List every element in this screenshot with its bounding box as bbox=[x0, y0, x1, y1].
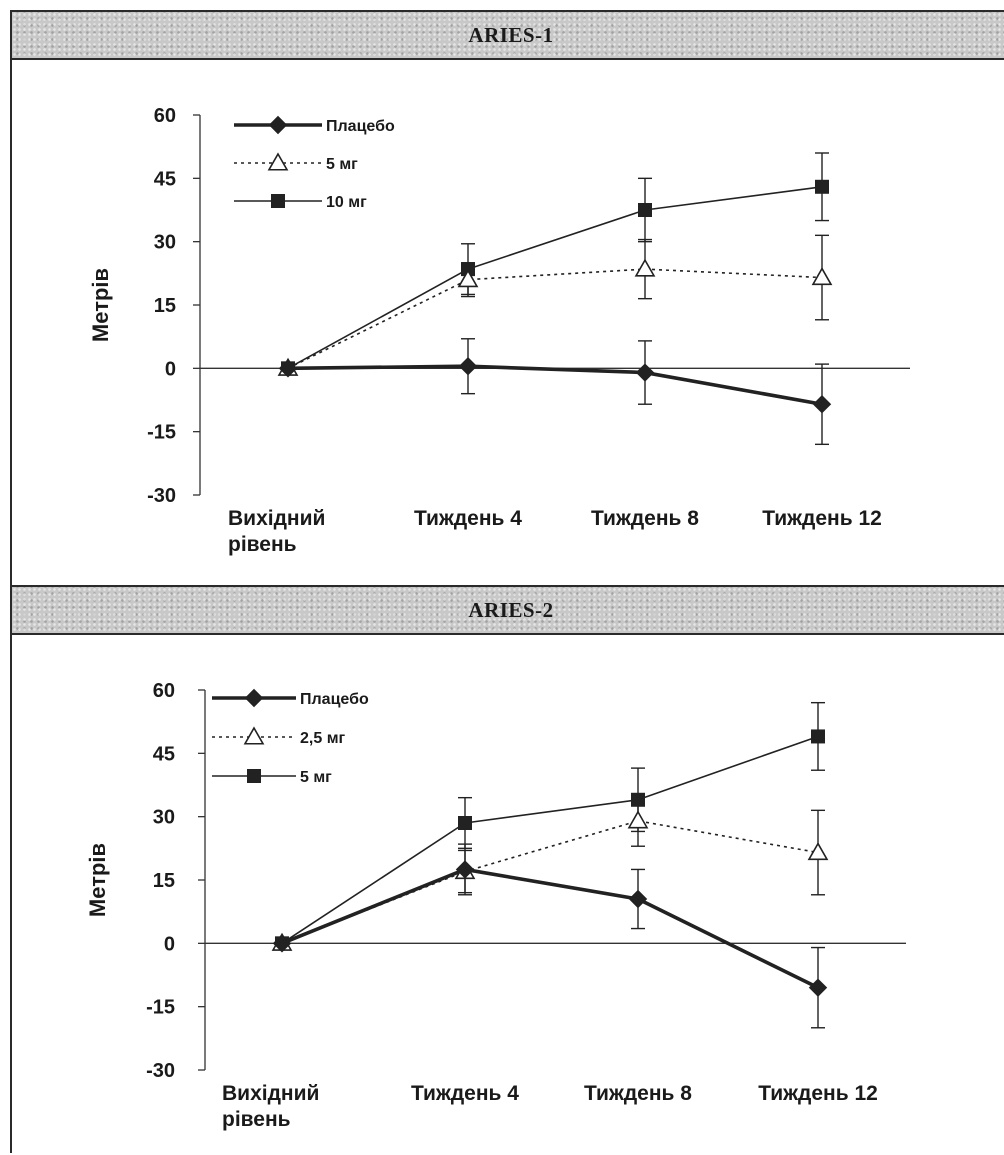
series-line bbox=[287, 364, 823, 406]
panel-header: ARIES-1 bbox=[12, 12, 1004, 60]
legend-marker bbox=[244, 688, 264, 708]
series-line bbox=[287, 268, 823, 370]
legend-item: 10 мг bbox=[234, 194, 367, 211]
data-point bbox=[807, 841, 829, 861]
legend-label: 10 мг bbox=[326, 194, 367, 211]
legend-label: Плацебо bbox=[300, 691, 369, 708]
x-tick-label: Тиждень 12 bbox=[762, 507, 882, 530]
y-tick-label: 30 bbox=[153, 807, 175, 829]
series-1 bbox=[277, 234, 833, 376]
chart-aries-2: 60 45 30 15 0 -15 -30 Метрів Вихідний рівень Тижде… bbox=[85, 680, 906, 1131]
x-tick-label: Тиждень 4 bbox=[411, 1082, 519, 1105]
legend-label: Плацебо bbox=[326, 118, 395, 135]
data-point bbox=[458, 357, 478, 376]
legend-item: 2,5 мг bbox=[212, 726, 346, 747]
series-line bbox=[281, 735, 819, 945]
data-point bbox=[638, 203, 652, 217]
y-tick-label: -30 bbox=[147, 485, 176, 507]
legend-label: 5 мг bbox=[326, 156, 358, 173]
legend-marker bbox=[271, 194, 285, 208]
y-tick-label: 15 bbox=[154, 295, 176, 317]
data-point bbox=[627, 810, 649, 829]
chart-aries-1: 60 45 30 15 0 -15 -30 Метрів Вихідний рівень Тижде… bbox=[88, 105, 910, 556]
legend-label: 2,5 мг bbox=[300, 730, 346, 747]
data-point bbox=[808, 978, 828, 997]
y-tick-label: 45 bbox=[154, 168, 176, 190]
legend-item: 5 мг bbox=[234, 152, 358, 173]
data-point bbox=[634, 258, 656, 277]
data-point bbox=[635, 363, 655, 382]
x-tick-label: Тиждень 12 bbox=[758, 1082, 878, 1105]
data-point bbox=[811, 266, 833, 286]
legend-item: 5 мг bbox=[212, 769, 332, 786]
data-point bbox=[815, 179, 829, 194]
y-axis-label: Метрів bbox=[85, 843, 110, 917]
data-point bbox=[457, 269, 479, 288]
y-tick-label: 30 bbox=[154, 232, 176, 254]
chart-panel-aries-1: ARIES-1 60 45 30 15 0 -15 -30 Метрів Вихідний рів… bbox=[10, 10, 1004, 585]
legend-marker bbox=[247, 769, 261, 783]
x-tick-label: Тиждень 8 bbox=[591, 507, 699, 530]
legend-item: Плацебо bbox=[234, 115, 395, 135]
y-tick-label: 0 bbox=[165, 358, 176, 380]
data-point bbox=[278, 359, 298, 378]
legend-marker bbox=[268, 115, 288, 135]
chart-panel-aries-2: ARIES-2 60 45 30 15 0 -15 -30 Метрів Вихідний рів… bbox=[10, 585, 1004, 1153]
series-2 bbox=[281, 152, 829, 376]
series-line bbox=[281, 867, 819, 990]
y-tick-label: 60 bbox=[154, 105, 176, 127]
data-point bbox=[455, 860, 475, 879]
x-tick-label: Вихідний bbox=[222, 1082, 319, 1105]
series-line bbox=[287, 185, 823, 370]
series-0 bbox=[278, 338, 832, 446]
x-tick-label: Вихідний bbox=[228, 507, 325, 530]
legend-label: 5 мг bbox=[300, 769, 332, 786]
legend-marker bbox=[267, 152, 289, 171]
legend-item: Плацебо bbox=[212, 688, 369, 708]
y-tick-label: -15 bbox=[147, 422, 176, 444]
y-tick-label: 60 bbox=[153, 680, 175, 702]
x-tick-label: рівень bbox=[228, 533, 297, 556]
x-tick-label: Тиждень 4 bbox=[414, 507, 522, 530]
data-point bbox=[272, 934, 292, 953]
series-line bbox=[281, 820, 819, 945]
series-0 bbox=[272, 843, 828, 1029]
panel-header: ARIES-2 bbox=[12, 587, 1004, 635]
chart-title: ARIES-2 bbox=[468, 597, 554, 622]
data-point bbox=[628, 889, 648, 909]
y-tick-label: 45 bbox=[153, 743, 175, 765]
y-tick-label: 0 bbox=[164, 933, 175, 955]
legend-marker bbox=[243, 726, 265, 745]
y-tick-label: -30 bbox=[146, 1060, 175, 1082]
series-1 bbox=[271, 794, 829, 951]
y-axis-label: Метрів bbox=[88, 268, 113, 342]
y-tick-label: 15 bbox=[153, 870, 175, 892]
x-tick-label: рівень bbox=[222, 1108, 291, 1131]
data-point bbox=[458, 816, 472, 830]
y-tick-label: -15 bbox=[146, 997, 175, 1019]
data-point bbox=[811, 729, 825, 744]
x-tick-label: Тиждень 8 bbox=[584, 1082, 692, 1105]
data-point bbox=[812, 395, 832, 414]
chart-title: ARIES-1 bbox=[468, 22, 554, 47]
